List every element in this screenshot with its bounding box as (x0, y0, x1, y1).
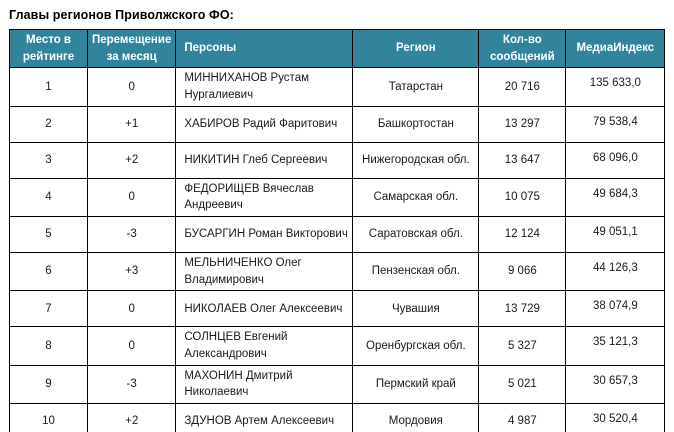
change-cell: +3 (86, 252, 177, 292)
rank-cell: 2 (9, 105, 88, 143)
table-row: 1 0 МИННИХАНОВ Рустам Нургалиевич Татарс… (9, 67, 666, 107)
messages-cell: 5 327 (478, 326, 567, 366)
person-cell: БУСАРГИН Роман Викторович (175, 216, 354, 254)
media-index-cell: 44 126,3 (565, 252, 666, 292)
change-cell: +2 (86, 403, 177, 432)
messages-cell: 13 297 (478, 105, 567, 143)
messages-cell: 4 987 (478, 403, 567, 432)
person-cell: НИКИТИН Глеб Сергеевич (175, 141, 354, 179)
regions-rating-table: Место в рейтинге Перемещение за месяц Пе… (9, 28, 666, 432)
region-cell: Пермский край (352, 364, 480, 405)
column-header-rank: Место в рейтинге (9, 28, 88, 69)
table-row: 7 0 НИКОЛАЕВ Олег Алексеевич Чувашия 13 … (9, 290, 666, 328)
column-header-person: Персоны (175, 28, 354, 69)
rank-cell: 4 (9, 177, 88, 218)
table-row: 6 +3 МЕЛЬНИЧЕНКО Олег Владимирович Пензе… (9, 252, 666, 292)
column-header-media-index: МедиаИндекс (565, 28, 666, 69)
region-cell: Саратовская обл. (352, 216, 480, 254)
rank-cell: 3 (9, 141, 88, 179)
media-index-cell: 38 074,9 (565, 290, 666, 328)
region-cell: Оренбургская обл. (352, 326, 480, 366)
media-index-cell: 35 121,3 (565, 326, 666, 366)
table-row: 8 0 СОЛНЦЕВ Евгений Александрович Оренбу… (9, 326, 666, 366)
table-row: 4 0 ФЕДОРИЩЕВ Вячеслав Андреевич Самарск… (9, 177, 666, 218)
person-cell: ЗДУНОВ Артем Алексеевич (175, 403, 354, 432)
change-cell: 0 (86, 290, 177, 328)
table-row: 5 -3 БУСАРГИН Роман Викторович Саратовск… (9, 216, 666, 254)
rank-cell: 1 (9, 67, 88, 107)
rank-cell: 9 (9, 364, 88, 405)
table-row: 10 +2 ЗДУНОВ Артем Алексеевич Мордовия 4… (9, 403, 666, 432)
change-cell: +1 (86, 105, 177, 143)
rank-cell: 6 (9, 252, 88, 292)
messages-cell: 12 124 (478, 216, 567, 254)
table-body: 1 0 МИННИХАНОВ Рустам Нургалиевич Татарс… (9, 67, 666, 432)
person-cell: МАХОНИН Дмитрий Николаевич (175, 364, 354, 405)
change-cell: -3 (86, 364, 177, 405)
change-cell: 0 (86, 67, 177, 107)
messages-cell: 13 729 (478, 290, 567, 328)
region-cell: Мордовия (352, 403, 480, 432)
messages-cell: 10 075 (478, 177, 567, 218)
region-cell: Чувашия (352, 290, 480, 328)
region-cell: Самарская обл. (352, 177, 480, 218)
table-row: 2 +1 ХАБИРОВ Радий Фаритович Башкортоста… (9, 105, 666, 143)
region-cell: Башкортостан (352, 105, 480, 143)
change-cell: 0 (86, 326, 177, 366)
table-header: Место в рейтинге Перемещение за месяц Пе… (9, 28, 666, 69)
person-cell: МИННИХАНОВ Рустам Нургалиевич (175, 67, 354, 107)
media-index-cell: 68 096,0 (565, 141, 666, 179)
messages-cell: 5 021 (478, 364, 567, 405)
change-cell: -3 (86, 216, 177, 254)
rank-cell: 5 (9, 216, 88, 254)
region-cell: Пензенская обл. (352, 252, 480, 292)
media-index-cell: 30 520,4 (565, 403, 666, 432)
media-index-cell: 79 538,4 (565, 105, 666, 143)
person-cell: ФЕДОРИЩЕВ Вячеслав Андреевич (175, 177, 354, 218)
media-index-cell: 30 657,3 (565, 364, 666, 405)
media-index-cell: 49 684,3 (565, 177, 666, 218)
table-row: 9 -3 МАХОНИН Дмитрий Николаевич Пермский… (9, 364, 666, 405)
media-index-cell: 135 633,0 (565, 67, 666, 107)
messages-cell: 20 716 (478, 67, 567, 107)
person-cell: НИКОЛАЕВ Олег Алексеевич (175, 290, 354, 328)
rank-cell: 7 (9, 290, 88, 328)
page-title: Главы регионов Приволжского ФО: (9, 8, 234, 22)
person-cell: СОЛНЦЕВ Евгений Александрович (175, 326, 354, 366)
media-index-cell: 49 051,1 (565, 216, 666, 254)
person-cell: ХАБИРОВ Радий Фаритович (175, 105, 354, 143)
region-cell: Нижегородская обл. (352, 141, 480, 179)
change-cell: +2 (86, 141, 177, 179)
column-header-change: Перемещение за месяц (86, 28, 177, 69)
column-header-region: Регион (352, 28, 480, 69)
messages-cell: 13 647 (478, 141, 567, 179)
table-row: 3 +2 НИКИТИН Глеб Сергеевич Нижегородска… (9, 141, 666, 179)
column-header-messages: Кол-во сообщений (478, 28, 567, 69)
person-cell: МЕЛЬНИЧЕНКО Олег Владимирович (175, 252, 354, 292)
rank-cell: 10 (9, 403, 88, 432)
header-row: Место в рейтинге Перемещение за месяц Пе… (9, 28, 666, 69)
change-cell: 0 (86, 177, 177, 218)
region-cell: Татарстан (352, 67, 480, 107)
rank-cell: 8 (9, 326, 88, 366)
messages-cell: 9 066 (478, 252, 567, 292)
